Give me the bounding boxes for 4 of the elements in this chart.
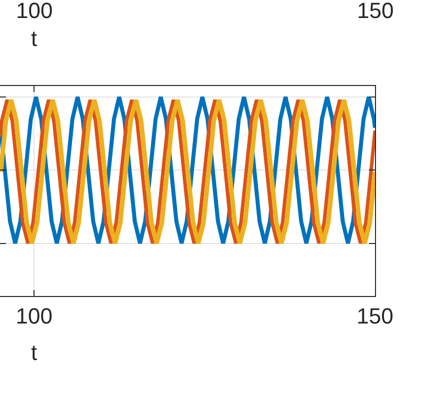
x-axis-title: t: [31, 340, 38, 365]
text: 100: [16, 0, 53, 23]
text: t: [31, 26, 38, 51]
text: 150: [357, 0, 394, 23]
